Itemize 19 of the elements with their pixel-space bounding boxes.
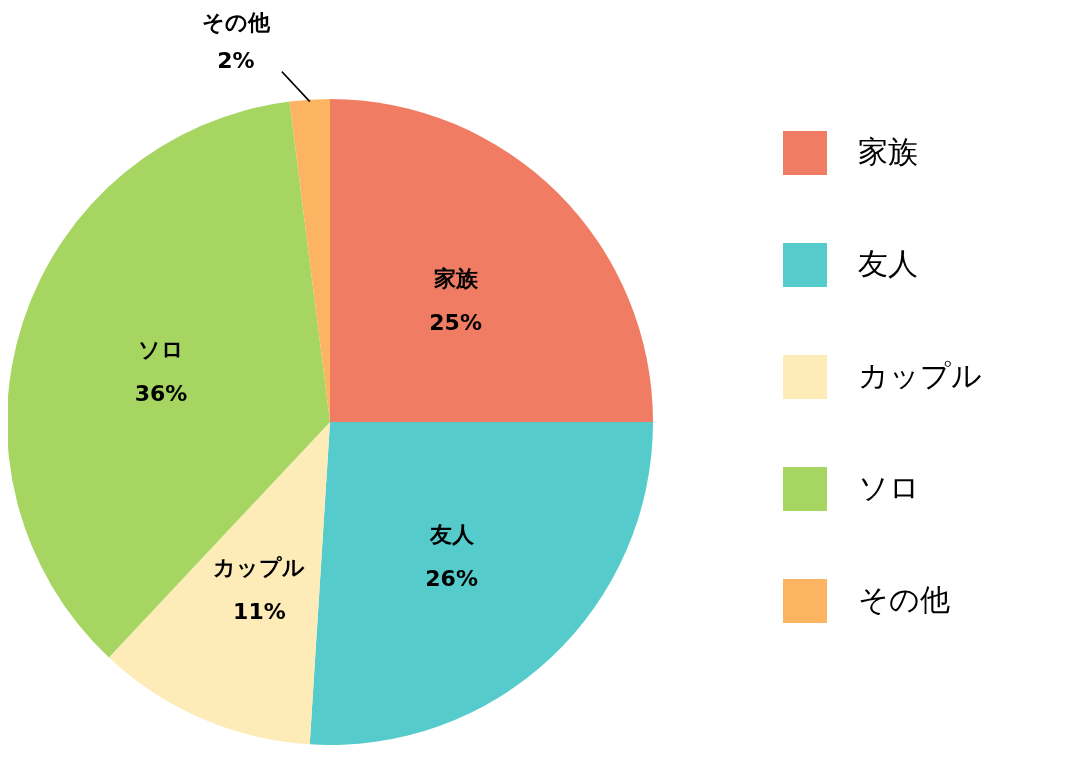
- slice-label: その他: [201, 9, 271, 35]
- data-label: 26%: [425, 565, 478, 591]
- slice-label: カップル: [213, 555, 306, 581]
- legend-label: 家族: [858, 134, 918, 169]
- data-label: 36%: [134, 381, 188, 407]
- slice-label: 家族: [432, 266, 479, 292]
- legend-label: カップル: [858, 358, 982, 393]
- slice-label: 友人: [428, 521, 475, 547]
- pie-slice: [330, 99, 653, 422]
- data-label: 11%: [233, 599, 286, 625]
- data-label: 2%: [217, 47, 255, 73]
- pie-slice: [8, 101, 330, 658]
- legend-label: その他: [858, 582, 950, 617]
- legend-label: 友人: [858, 246, 918, 281]
- pie-slice: [309, 422, 653, 745]
- data-label: 25%: [429, 310, 482, 336]
- slice-label: ソロ: [138, 337, 185, 363]
- legend-label: ソロ: [858, 470, 920, 505]
- pie-slice: [108, 422, 330, 745]
